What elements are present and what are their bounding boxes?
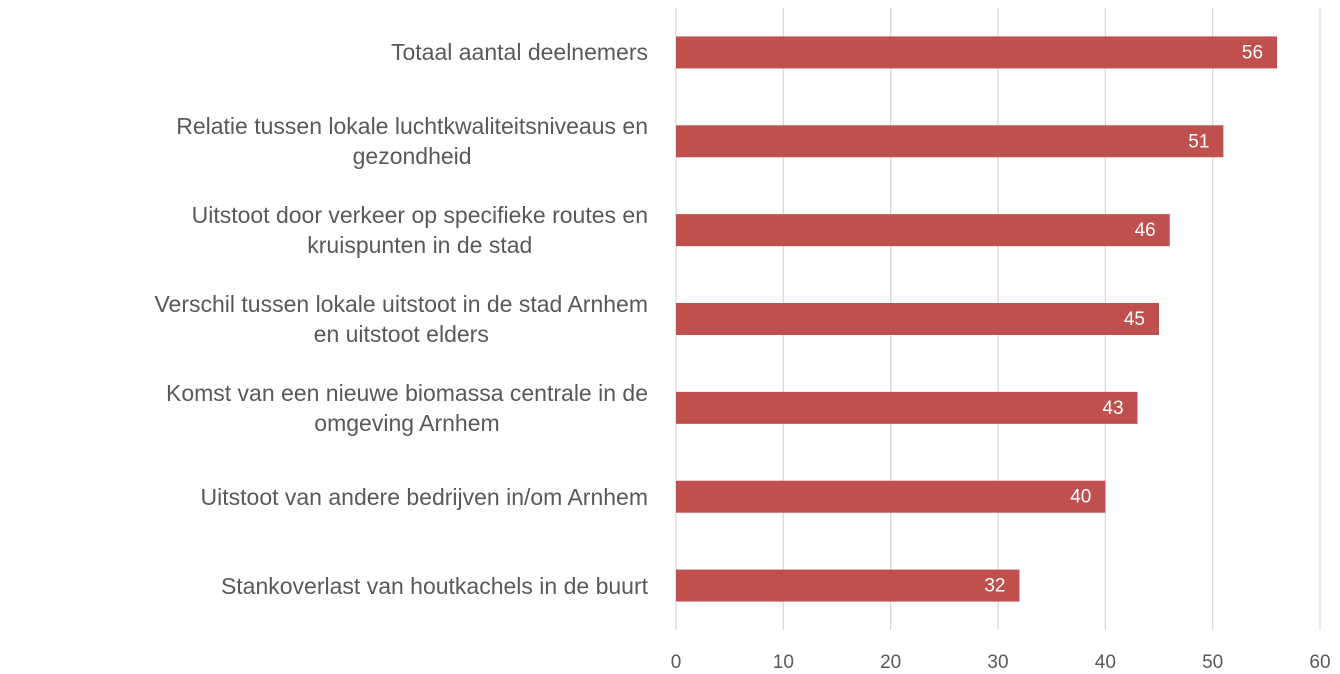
category-label-line: Uitstoot van andere bedrijven in/om Arnh… (200, 483, 648, 510)
value-label: 32 (984, 576, 1005, 597)
category-label: Verschil tussen lokale uitstoot in de st… (154, 289, 648, 349)
x-tick-label: 10 (773, 652, 794, 673)
category-label-line: Totaal aantal deelnemers (391, 39, 648, 66)
category-label-line: Uitstoot door verkeer op specifieke rout… (191, 202, 648, 229)
category-label: Relatie tussen lokale luchtkwaliteitsniv… (176, 111, 648, 171)
value-label: 40 (1070, 487, 1091, 508)
bar (676, 303, 1159, 335)
category-label: Komst van een nieuwe biomassa centrale i… (166, 378, 648, 438)
bar (676, 391, 1138, 424)
x-tick-label: 40 (1095, 652, 1116, 673)
category-label-line: Komst van een nieuwe biomassa centrale i… (165, 379, 648, 406)
value-label: 43 (1102, 398, 1123, 419)
category-label-line: Verschil tussen lokale uitstoot in de st… (154, 291, 648, 317)
category-label: Stankoverlast van houtkachels in de buur… (221, 571, 648, 601)
category-label-line: Relatie tussen lokale luchtkwaliteitsniv… (176, 113, 648, 140)
value-label: 51 (1188, 131, 1209, 152)
value-label: 45 (1124, 309, 1145, 330)
x-tick-label: 60 (1309, 652, 1330, 673)
category-label-line: kruispunten in de stad (307, 232, 533, 259)
bar (676, 36, 1278, 69)
category-label: Uitstoot van andere bedrijven in/om Arnh… (201, 482, 648, 512)
category-label: Totaal aantal deelnemers (391, 37, 648, 67)
category-label: Uitstoot door verkeer op specifieke rout… (192, 200, 648, 260)
value-label: 56 (1242, 42, 1263, 63)
bar (676, 569, 1020, 602)
category-label-line: en uitstoot elders (313, 321, 489, 347)
category-label-line: Stankoverlast van houtkachels in de buur… (220, 572, 648, 599)
category-label-line: omgeving Arnhem (314, 409, 500, 436)
x-tick-label: 20 (880, 652, 901, 673)
x-tick-label: 50 (1202, 652, 1223, 673)
bar (676, 125, 1224, 158)
x-tick-label: 30 (987, 652, 1008, 673)
bar (676, 480, 1106, 513)
value-label: 46 (1135, 220, 1156, 241)
x-tick-label: 0 (671, 652, 682, 673)
category-label-line: gezondheid (352, 143, 472, 170)
bar (676, 214, 1170, 247)
